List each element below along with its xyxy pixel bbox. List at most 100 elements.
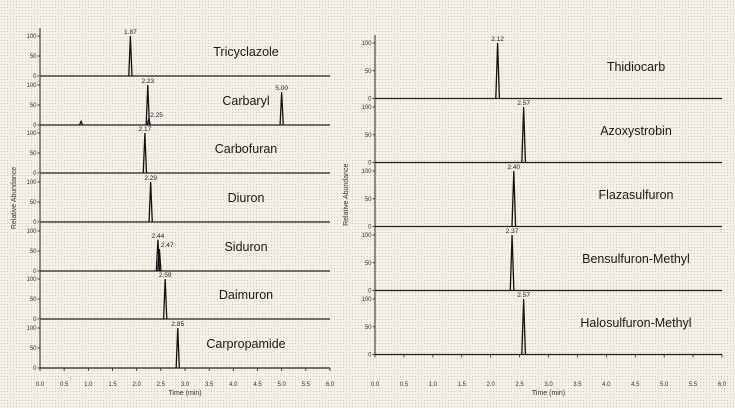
peak-label: 5.00 <box>275 85 288 92</box>
x-tick-label: 5.5 <box>302 382 311 388</box>
panel-siduron: 0 50 100 2.44 2.47 Siduron <box>26 223 330 275</box>
y-tick-label: 0 <box>368 161 372 167</box>
panel-carpropamide: 0 50 100 2.85 Carpropamide <box>26 320 330 372</box>
chromatogram-group-2: 0 50 100 2.12 Thidiocarb 0 50 100 2.57 Azoxystrob… <box>343 35 727 397</box>
peak <box>511 170 517 227</box>
y-tick-label: 0 <box>33 74 37 80</box>
y-tick-label: 50 <box>30 297 37 303</box>
x-tick-label: 1.0 <box>429 382 438 388</box>
x-tick-label: 4.5 <box>631 382 640 388</box>
peak <box>145 84 151 126</box>
compound-label: Thidiocarb <box>607 60 665 74</box>
panel-thidiocarb: 0 50 100 2.12 Thidiocarb <box>361 35 722 103</box>
compound-label: Halosulfuron-Methyl <box>580 316 691 330</box>
y-tick-label: 0 <box>368 97 372 103</box>
x-tick-label: 3.0 <box>544 382 553 388</box>
panel-tricyclazole: 0 50 100 1.87 Tricyclazole <box>26 28 330 80</box>
y-tick-label: 0 <box>33 366 37 372</box>
peak <box>142 132 148 174</box>
peak-label: 2.17 <box>139 126 152 133</box>
peak <box>521 298 527 355</box>
x-tick-label: 4.0 <box>229 382 238 388</box>
y-tick-label: 100 <box>26 34 37 40</box>
x-tick-label: 2.0 <box>486 382 495 388</box>
panel-flazasulfuron: 0 50 100 2.40 Flazasulfuron <box>361 163 722 231</box>
panel-azoxystrobin: 0 50 100 2.57 Azoxystrobin <box>361 99 722 167</box>
panel-diuron: 0 50 100 2.29 Diuron <box>26 174 330 226</box>
panel-daimuron: 0 50 100 2.59 Daimuron <box>26 271 330 323</box>
compound-label: Tricyclazole <box>213 45 279 59</box>
peak-label: 2.40 <box>507 164 520 171</box>
y-tick-label: 50 <box>365 69 372 75</box>
y-tick-label: 100 <box>26 277 37 283</box>
peak <box>128 35 133 77</box>
peak-label: 2.23 <box>141 78 154 85</box>
peak-label: 1.87 <box>124 29 137 36</box>
x-tick-label: 5.0 <box>660 382 669 388</box>
y-tick-label: 100 <box>361 105 372 111</box>
peak-label: 2.57 <box>517 100 530 107</box>
x-tick-label: 2.5 <box>157 382 166 388</box>
y-tick-label: 0 <box>368 225 372 231</box>
peak <box>509 234 515 291</box>
y-tick-label: 100 <box>361 169 372 175</box>
peak <box>148 181 153 223</box>
y-tick-label: 50 <box>365 197 372 203</box>
x-tick-label: 1.0 <box>84 382 93 388</box>
y-tick-label: 100 <box>26 180 37 186</box>
compound-label: Carbaryl <box>222 94 269 108</box>
x-tick-label: 3.5 <box>573 382 582 388</box>
y-tick-label: 0 <box>368 353 372 359</box>
y-tick-label: 100 <box>361 41 372 47</box>
y-tick-label: 50 <box>365 325 372 331</box>
chromatogram-group-1: 0501001.87Tricyclazole0501002.232.255.00… <box>11 28 335 397</box>
y-tick-label: 0 <box>33 123 37 129</box>
peak <box>495 42 501 99</box>
x-tick-label: 1.5 <box>108 382 117 388</box>
peak <box>175 327 180 369</box>
y-tick-label: 50 <box>365 261 372 267</box>
x-tick-label: 5.0 <box>277 382 286 388</box>
peak-label: 2.44 <box>152 233 165 240</box>
compound-label: Flazasulfuron <box>598 188 673 202</box>
x-tick-label: 5.5 <box>689 382 698 388</box>
peak-label: 2.59 <box>159 272 172 279</box>
peak <box>157 248 162 272</box>
x-tick-label: 2.5 <box>515 382 524 388</box>
x-axis-title: Time (min) <box>532 390 565 397</box>
x-axis-title: Time (min) <box>168 390 201 397</box>
x-tick-label: 2.0 <box>132 382 141 388</box>
y-tick-label: 0 <box>33 220 37 226</box>
y-tick-label: 0 <box>33 171 37 177</box>
peak-label: 2.25 <box>150 112 163 119</box>
panel-carbofuran: 0 50 100 2.17 Carbofuran <box>26 125 330 177</box>
peak-label: 2.29 <box>144 175 157 182</box>
peak <box>162 278 168 320</box>
y-tick-label: 50 <box>30 249 37 255</box>
compound-label: Bensulfuron-Methyl <box>582 252 690 266</box>
y-tick-label: 50 <box>30 151 37 157</box>
y-axis-title: Relative Abundance <box>11 167 18 229</box>
y-tick-label: 0 <box>368 289 372 295</box>
x-tick-label: 4.5 <box>253 382 262 388</box>
peak-label: 2.37 <box>506 228 519 235</box>
y-axis-title: Relative Abundance <box>343 164 350 226</box>
compound-label: Carbofuran <box>215 142 278 156</box>
peak <box>78 119 84 126</box>
peak <box>521 106 527 163</box>
y-tick-label: 100 <box>26 326 37 332</box>
compound-label: Daimuron <box>219 288 273 302</box>
x-tick-label: 0.5 <box>400 382 409 388</box>
x-tick-label: 0.5 <box>60 382 69 388</box>
x-tick-label: 3.5 <box>205 382 214 388</box>
compound-label: Azoxystrobin <box>600 124 672 138</box>
y-tick-label: 100 <box>361 233 372 239</box>
x-tick-label: 0.0 <box>371 382 380 388</box>
compound-label: Diuron <box>228 191 265 205</box>
x-tick-label: 0.0 <box>36 382 45 388</box>
y-tick-label: 0 <box>33 269 37 275</box>
peak-label: 2.12 <box>491 36 504 43</box>
peak-label: 2.47 <box>161 242 174 249</box>
y-tick-label: 0 <box>33 317 37 323</box>
